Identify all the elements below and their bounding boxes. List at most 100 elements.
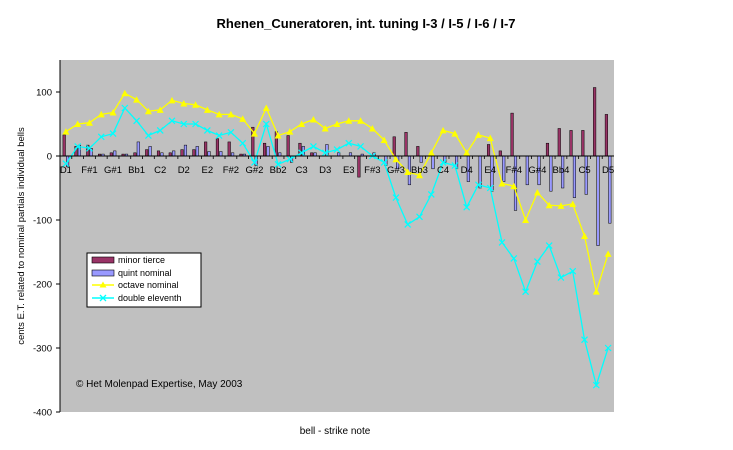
point-double-eleventh [592,381,600,389]
legend-marker-octave-nominal [99,281,107,288]
point-double-eleventh [321,149,329,157]
bar-quint-nominal [136,141,140,157]
point-double-eleventh [121,104,129,112]
point-octave-nominal [416,171,424,179]
bar-minor-tierce [593,87,597,157]
bar-minor-tierce [227,141,231,157]
bar-minor-tierce [557,128,561,157]
point-octave-nominal [592,288,600,295]
legend-marker-double-eleventh [99,294,107,302]
point-double-eleventh [144,132,152,139]
point-double-eleventh [203,126,211,134]
point-octave-nominal [569,200,577,207]
point-octave-nominal [250,130,258,137]
chart-title: Rhenen_Cuneratoren, int. tuning I-3 / I-… [216,16,515,31]
bar-quint-nominal [596,155,600,246]
point-octave-nominal [498,180,506,187]
legend-label-minor-tierce: minor tierce [118,255,165,265]
point-double-eleventh [404,221,412,228]
point-double-eleventh [357,142,364,150]
x-tick-label: D4 [461,165,473,176]
bar-minor-tierce [357,155,361,178]
x-tick-label: C4 [437,165,449,176]
bar-minor-tierce [604,114,608,157]
point-double-eleventh [416,213,423,221]
point-octave-nominal [368,124,376,132]
x-tick-label: G#4 [528,165,546,176]
point-double-eleventh [192,120,199,128]
point-octave-nominal [439,126,447,134]
point-octave-nominal [581,232,589,239]
x-tick-label: F#4 [506,165,522,176]
point-octave-nominal [510,182,518,190]
point-double-eleventh [569,267,577,275]
point-double-eleventh [156,126,164,134]
point-double-eleventh [486,184,494,192]
point-octave-nominal [522,216,530,223]
x-axis-label: bell - strike note [300,426,371,437]
point-double-eleventh [392,194,400,202]
point-double-eleventh [97,133,105,141]
bar-minor-tierce [286,135,290,157]
point-octave-nominal [321,124,329,132]
point-octave-nominal [74,120,82,127]
point-octave-nominal [427,149,435,156]
point-double-eleventh [133,117,141,125]
bar-quint-nominal [266,146,270,157]
legend-swatch-quint-nominal [91,269,115,277]
y-tick-label: 0 [47,152,52,163]
point-octave-nominal [545,201,553,209]
point-double-eleventh [168,117,176,125]
y-tick-label: -200 [33,280,52,291]
point-double-eleventh [498,238,506,246]
point-octave-nominal [227,110,235,118]
point-double-eleventh [522,288,530,296]
bar-minor-tierce [404,132,408,157]
point-octave-nominal [380,136,388,143]
x-tick-label: G#3 [387,165,405,176]
x-tick-label: Bb4 [553,165,570,176]
point-double-eleventh [239,139,247,147]
point-octave-nominal [168,96,176,104]
y-tick-label: 100 [36,88,52,99]
bar-quint-nominal [431,155,435,170]
x-tick-label: E2 [202,165,214,176]
x-tick-label: E4 [484,165,496,176]
lines-layer [62,89,612,389]
point-octave-nominal [109,108,117,116]
point-octave-nominal [121,89,129,97]
point-octave-nominal [298,120,306,127]
point-double-eleventh [227,128,235,136]
point-octave-nominal [262,104,270,111]
point-octave-nominal [274,132,282,139]
point-double-eleventh [533,258,541,266]
y-tick-label: -300 [33,344,52,355]
bar-minor-tierce [263,142,267,157]
point-double-eleventh [298,149,306,157]
x-tick-label: C5 [578,165,590,176]
point-double-eleventh [557,274,565,282]
point-octave-nominal [604,250,612,257]
bar-quint-nominal [207,151,211,157]
point-octave-nominal [192,101,200,108]
point-octave-nominal [486,134,494,142]
point-double-eleventh [463,203,471,211]
x-tick-label: E3 [343,165,355,176]
legend-label-double-eleventh: double eleventh [118,293,182,303]
point-double-eleventh [439,158,447,166]
point-octave-nominal [333,120,341,127]
x-tick-label: G#2 [246,165,264,176]
bar-quint-nominal [219,151,223,157]
point-octave-nominal [144,107,152,115]
point-octave-nominal [62,128,70,135]
bar-minor-tierce [156,150,161,157]
bar-minor-tierce [62,134,66,157]
legend-swatch-minor-tierce [91,256,115,264]
point-double-eleventh [62,160,70,168]
point-octave-nominal [97,110,105,118]
y-axis-label: cents E.T. related to nominal partials i… [16,127,27,345]
bar-quint-nominal [183,144,188,157]
point-double-eleventh [380,158,388,166]
x-ticks: D1 F#1 G#1 Bb1 C2 D2 E2 F#2 G#2 Bb2 C3 D3 E3 F#3 G#3 Bb… [59,156,614,176]
point-octave-nominal [451,130,459,137]
